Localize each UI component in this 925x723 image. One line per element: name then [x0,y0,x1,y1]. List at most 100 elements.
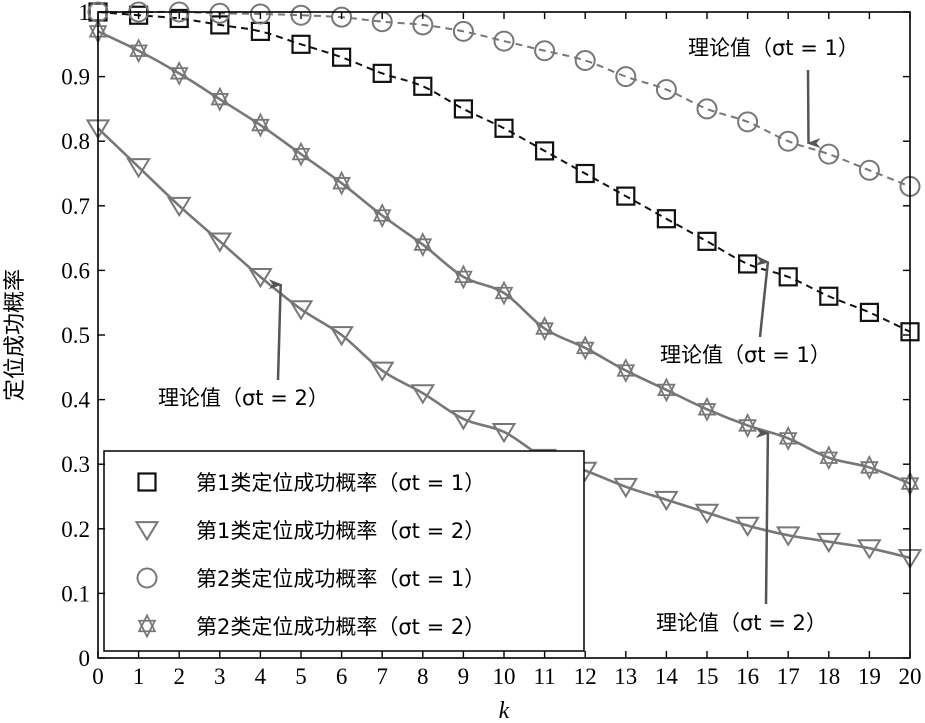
x-tick-label-0: 0 [92,664,104,689]
series-4-point-8 [413,232,433,258]
annotation-3-label: 理论值（σt = 2） [158,386,329,410]
annotation-3-arrow [268,279,283,381]
series-4-point-10 [494,280,514,306]
x-tick-label-7: 7 [376,664,388,689]
series-2-point-4 [248,267,273,289]
series-3-point-17 [777,130,799,152]
series-3-point-14 [655,79,677,101]
series-2-point-17 [775,526,801,547]
series-4-point-7 [372,202,392,229]
series-4-point-12 [575,335,595,361]
series-1-point-19 [859,302,880,322]
x-tick-label-19: 19 [858,664,881,689]
y-tick-label-9: 0.9 [61,65,90,90]
y-tick-label-3: 0.3 [61,452,90,477]
series-1-point-5 [291,34,311,54]
series-3-point-9 [452,20,474,42]
series-3-point-6 [331,6,353,28]
series-3-point-19 [858,159,880,181]
series-4-point-13 [616,358,636,384]
series-3-point-10 [493,30,515,52]
series-4-point-18 [819,445,839,471]
x-tick-label-17: 17 [777,664,800,689]
series-3-point-5 [290,4,312,26]
series-4-point-2 [169,60,189,86]
theory-curves [97,10,911,560]
series-2-point-18 [816,532,842,554]
series-1-point-6 [332,47,352,67]
x-tick-label-16: 16 [736,664,759,689]
series-4-point-3 [210,86,230,112]
annotation-4-arrow [755,427,770,605]
series-3-point-4 [249,3,271,25]
series-3-theory-line [97,10,911,188]
series-2-theory-line [97,127,911,560]
series-2-point-19 [857,539,882,560]
annotation-2-arrow [755,255,770,338]
series-3-point-18 [818,143,840,165]
x-tick-label-8: 8 [417,664,429,689]
x-tick-label-4: 4 [255,664,267,689]
series-4-point-15 [697,396,717,422]
y-tick-label-1: 0.1 [61,581,90,606]
series-1-point-11 [534,141,555,161]
x-tick-label-5: 5 [295,664,307,689]
series-3-point-11 [534,40,556,62]
y-tick-label-10: 1 [79,0,91,25]
legend-marker-1 [137,472,157,492]
series-3-point-13 [615,66,637,88]
series-2-point-2 [166,196,192,218]
x-axis-title: k [499,698,510,723]
legend-marker-4 [137,613,157,639]
series-2-point-16 [735,516,760,537]
x-tick-label-10: 10 [493,664,516,689]
series-1-point-9 [453,99,473,119]
series-1-point-15 [697,231,717,251]
annotation-2-label: 理论值（σt = 1） [660,343,831,367]
series-1-point-16 [737,254,758,274]
series-2-point-9 [451,410,476,431]
legend-marker-2 [134,521,160,542]
series-4-point-16 [738,412,757,438]
y-tick-label-2: 0.2 [61,517,90,542]
series-4-point-11 [535,316,554,342]
legend-label-4: 第2类定位成功概率（σt = 2） [196,615,485,639]
x-tick-label-12: 12 [574,664,597,689]
series-2-point-13 [613,477,639,499]
series-2-point-14 [654,490,679,512]
annotations: 理论值（σt = 1） 理论值（σt = 1） 理论值（σt = 2） 理论值（σt … [158,36,859,635]
legend-label-2: 第1类定位成功概率（σt = 2） [196,519,485,543]
y-tick-label-8: 0.8 [61,129,90,154]
x-tick-label-14: 14 [655,664,679,689]
series-2-point-6 [329,326,354,347]
series-1-point-14 [656,209,677,229]
x-tick-label-6: 6 [336,664,348,689]
series-1-point-10 [494,118,514,138]
x-tick-label-2: 2 [173,664,185,689]
legend-marker-3 [136,567,158,589]
x-tick-label-11: 11 [534,664,556,689]
data-markers [85,1,923,570]
series-3-markers [87,1,921,197]
x-tick-label-20: 20 [899,664,922,689]
series-2-point-15 [694,503,720,525]
series-1-point-12 [575,163,595,184]
y-tick-label-4: 0.4 [61,388,90,413]
series-3-point-16 [737,111,759,133]
annotation-1-label: 理论值（σt = 1） [688,36,859,60]
series-1-point-2 [169,8,189,29]
y-tick-label-7: 0.7 [61,194,90,219]
series-2-point-3 [207,232,233,253]
series-4-point-14 [657,377,676,403]
annotation-4-label: 理论值（σt = 2） [656,611,827,635]
series-4-point-1 [129,38,148,64]
series-2-point-7 [369,361,395,382]
series-1-point-18 [819,286,839,306]
series-2-point-10 [491,423,517,444]
series-3-point-15 [696,98,718,120]
annotation-1-arrow [806,69,821,149]
series-4-theory-line [97,30,911,485]
legend: 第1类定位成功概率（σt = 1） 第1类定位成功概率（σt = 2） 第2类定位成… [103,450,585,652]
x-tick-label-3: 3 [214,664,226,689]
